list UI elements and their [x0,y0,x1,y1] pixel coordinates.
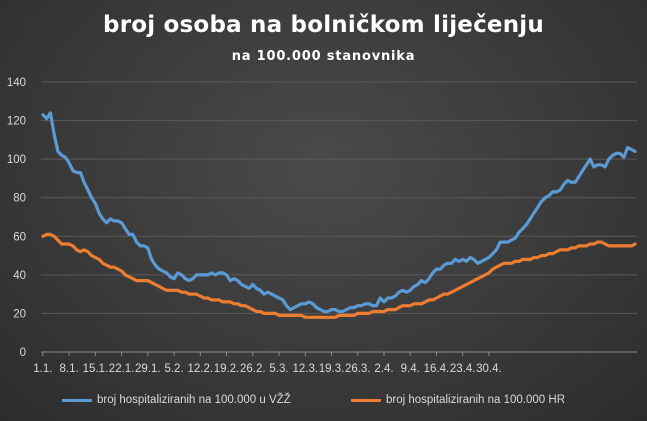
chart-title: broj osoba na bolničkom liječenju [103,12,544,38]
y-tick-label: 0 [20,347,26,359]
gridlines [41,81,637,353]
y-tick-label: 40 [13,270,26,282]
y-tick-label: 20 [13,308,26,320]
x-tick-label: 12.3. [292,363,318,375]
x-tick-label: 5.2. [164,363,183,375]
x-tick-label: 19.3. [319,363,345,375]
series-lines [41,111,637,319]
x-tick-label: 30.4. [476,363,502,375]
y-axis-ticks: 0 20 40 60 80 100 120 140 [7,77,26,359]
series-line-hr [41,232,637,319]
y-tick-label: 60 [13,231,26,243]
x-tick-label: 5.3. [269,363,288,375]
legend-swatch-hr [351,398,381,402]
legend-item-vzz: broj hospitaliziranih na 100.000 u VŽŽ [62,394,291,406]
y-tick-label: 120 [7,116,26,128]
x-tick-label: 29.1. [135,363,161,375]
x-tick-label: 8.1. [60,363,79,375]
x-tick-label: 22.1. [109,363,135,375]
series-line-vzz [41,111,637,314]
legend-label-hr: broj hospitaliziranih na 100.000 HR [386,394,565,406]
y-tick-label: 100 [7,154,26,166]
chart-subtitle: na 100.000 stanovnika [231,49,416,64]
x-axis-ticks: 1.1. 8.1. 15.1. 22.1. 29.1. 5.2. 12.2. 19.2. 26.… [33,352,502,375]
x-tick-label: 15.1. [83,363,109,375]
x-tick-label: 26.2. [240,363,266,375]
x-tick-label: 23.4. [450,363,476,375]
x-tick-label: 1.1. [33,363,52,375]
legend-swatch-vzz [62,398,92,402]
legend-label-vzz: broj hospitaliziranih na 100.000 u VŽŽ [97,394,291,406]
y-tick-label: 140 [7,77,26,89]
legend-item-hr: broj hospitaliziranih na 100.000 HR [351,394,565,406]
x-tick-label: 16.4. [424,363,450,375]
x-tick-label: 9.4. [401,363,420,375]
legend: broj hospitaliziranih na 100.000 u VŽŽ b… [0,394,647,414]
x-tick-label: 12.2. [188,363,214,375]
y-tick-label: 80 [13,193,26,205]
x-tick-label: 2.4. [374,363,393,375]
x-tick-label: 19.2. [214,363,240,375]
x-tick-label: 26.3. [345,363,371,375]
